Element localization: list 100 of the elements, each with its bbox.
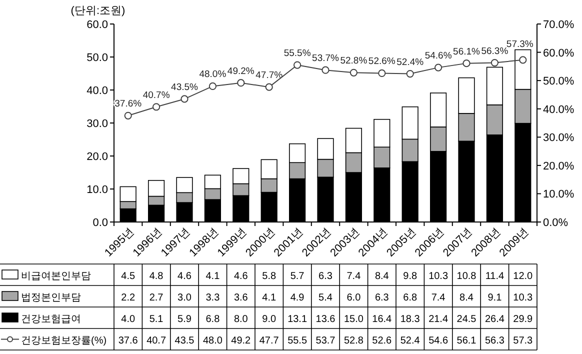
data-label: 57.3% bbox=[506, 38, 534, 50]
legend-label: 법정본인부담 bbox=[21, 292, 81, 304]
label: 7.4 bbox=[431, 292, 446, 304]
point bbox=[519, 56, 527, 64]
point bbox=[406, 70, 414, 78]
point bbox=[152, 103, 160, 111]
label: 11.4 bbox=[485, 270, 504, 282]
label: 2.7 bbox=[149, 292, 164, 304]
point bbox=[208, 82, 216, 90]
point bbox=[462, 60, 470, 68]
label: 4.9 bbox=[290, 292, 304, 304]
y2-tick-label: 20.0% bbox=[543, 160, 574, 172]
y2-tick-label: 40.0% bbox=[543, 104, 574, 116]
data-label: 49.2% bbox=[227, 66, 255, 77]
label: 15.0 bbox=[344, 314, 364, 325]
label: 10.3 bbox=[428, 270, 448, 282]
data-label: 52.4% bbox=[396, 56, 424, 68]
label: 57.3 bbox=[513, 335, 533, 346]
label: 37.6 bbox=[118, 335, 138, 346]
label: 5.9 bbox=[178, 314, 192, 325]
label: 12.0 bbox=[513, 270, 533, 282]
label: 26.4 bbox=[484, 314, 504, 325]
label: 4.0 bbox=[121, 314, 136, 325]
label: 24.5 bbox=[456, 314, 476, 325]
y2-tick-label: 0.0% bbox=[543, 217, 568, 229]
y2-tick-label: 10.0% bbox=[543, 188, 574, 201]
label: 10.8 bbox=[456, 270, 476, 282]
data-label: 56.3% bbox=[481, 46, 509, 57]
point bbox=[490, 58, 498, 67]
point bbox=[294, 61, 302, 69]
label: 4.6 bbox=[178, 270, 192, 282]
y-tick-label: 60.0 bbox=[86, 19, 108, 31]
y-tick-label: 20.0 bbox=[86, 151, 108, 163]
label: 6.3 bbox=[374, 292, 389, 304]
label: 47.7 bbox=[259, 335, 279, 346]
label: 48.0 bbox=[202, 335, 222, 346]
data-label: 43.5% bbox=[171, 82, 199, 93]
label: 4.1 bbox=[206, 270, 220, 282]
legend-label: 건강보험급여 bbox=[21, 314, 81, 325]
label: 2.2 bbox=[121, 292, 136, 304]
data-label: 53.7% bbox=[312, 53, 340, 64]
label: 6.8 bbox=[403, 292, 418, 304]
data-label: 37.6% bbox=[114, 98, 142, 110]
label: 13.6 bbox=[316, 314, 336, 325]
y-tick-label: 50.0 bbox=[86, 52, 108, 64]
data-label: 48.0% bbox=[199, 69, 227, 80]
label: 8.0 bbox=[234, 314, 248, 325]
label: 3.3 bbox=[206, 292, 220, 304]
label: 5.7 bbox=[290, 270, 304, 282]
label: 52.8 bbox=[344, 335, 364, 346]
y-tick-label: 30.0 bbox=[86, 118, 108, 130]
y-tick-label: 0.0 bbox=[92, 217, 108, 229]
y2-tick-label: 60.0% bbox=[543, 47, 574, 60]
label: 18.3 bbox=[400, 314, 420, 325]
y-tick-label: 10.0 bbox=[86, 184, 108, 196]
label: 5.1 bbox=[149, 314, 164, 325]
label: 9.0 bbox=[262, 314, 276, 325]
label: 6.3 bbox=[318, 270, 332, 282]
label: 43.5 bbox=[174, 335, 194, 346]
label: 8.4 bbox=[460, 292, 474, 304]
label: 4.6 bbox=[234, 270, 248, 282]
legend-label: 비급여본인부담 bbox=[21, 270, 91, 282]
label: 9.8 bbox=[403, 270, 418, 282]
data-label: 56.1% bbox=[453, 46, 481, 58]
point bbox=[378, 69, 386, 78]
label: 56.3 bbox=[484, 335, 504, 346]
data-label: 47.7% bbox=[256, 70, 284, 82]
y2-tick-label: 70.0% bbox=[543, 19, 574, 31]
data-label: 54.6% bbox=[424, 50, 452, 62]
label: 55.5 bbox=[288, 335, 308, 346]
data-label: 52.8% bbox=[340, 56, 368, 67]
y2-tick-label: 50.0% bbox=[543, 76, 574, 88]
point bbox=[237, 79, 245, 87]
label: 40.7 bbox=[146, 335, 166, 346]
label: 5.8 bbox=[262, 270, 276, 282]
point bbox=[322, 66, 330, 74]
label: 49.2 bbox=[231, 335, 251, 346]
label: 56.1 bbox=[456, 335, 476, 346]
label: 3.0 bbox=[178, 292, 192, 304]
label: 52.4 bbox=[400, 335, 420, 346]
label: 7.4 bbox=[346, 270, 361, 282]
label: 10.3 bbox=[513, 292, 533, 304]
label: 4.5 bbox=[121, 270, 136, 282]
y2-tick-label: 30.0% bbox=[543, 132, 574, 144]
label: 4.1 bbox=[262, 292, 276, 304]
label: 4.8 bbox=[149, 270, 164, 282]
label: 52.6 bbox=[372, 335, 392, 346]
y-axis-title: (단위:조원) bbox=[70, 5, 126, 17]
label: 6.8 bbox=[206, 314, 220, 325]
point bbox=[124, 112, 132, 120]
y-tick-label: 40.0 bbox=[86, 85, 108, 97]
label: 53.7 bbox=[316, 335, 336, 346]
label: 54.6 bbox=[428, 335, 448, 346]
point bbox=[434, 64, 442, 72]
label: 9.1 bbox=[488, 292, 502, 304]
label: 16.4 bbox=[372, 314, 392, 325]
label: 8.4 bbox=[374, 270, 389, 282]
label: 5.4 bbox=[318, 292, 332, 304]
label: 13.1 bbox=[288, 314, 308, 325]
point bbox=[265, 83, 273, 91]
